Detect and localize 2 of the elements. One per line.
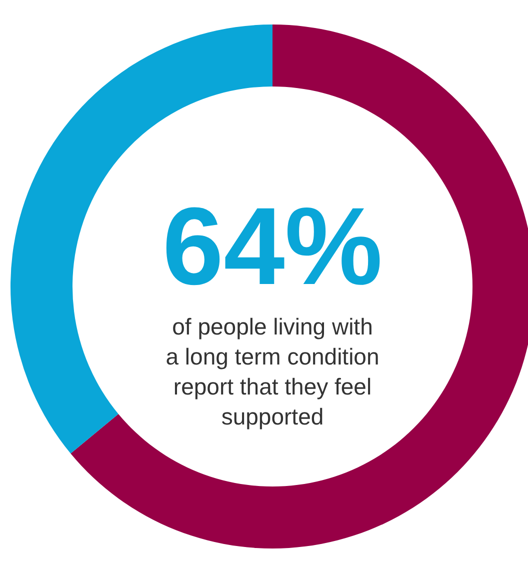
text: of people living with a long term condition report that they feel supported xyxy=(166,314,380,430)
text: 64% xyxy=(162,185,383,308)
